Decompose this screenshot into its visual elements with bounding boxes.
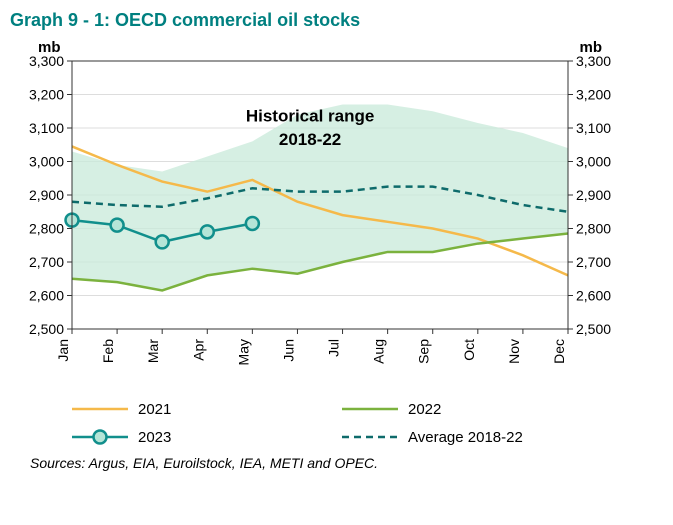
svg-text:Mar: Mar — [145, 339, 161, 363]
y-axis-label-left: mb — [38, 39, 61, 56]
chart-svg: 2,500 2,500 2,600 2,600 2,700 2,700 2,800 2,800… — [10, 39, 630, 389]
svg-text:Apr: Apr — [190, 339, 206, 361]
svg-text:2,900: 2,900 — [29, 187, 64, 203]
legend-item-avg: Average 2018-22 — [340, 423, 610, 451]
chart-area: mb mb 2,500 2,500 2,600 2,600 2,700 2,700 2,80… — [10, 39, 630, 389]
legend-item-2023: 2023 — [70, 423, 340, 451]
legend-swatch-2022 — [340, 397, 400, 421]
svg-text:2,500: 2,500 — [29, 321, 64, 337]
svg-text:2,700: 2,700 — [29, 254, 64, 270]
legend-swatch-2023 — [70, 425, 130, 449]
chart-title: Graph 9 - 1: OECD commercial oil stocks — [10, 10, 663, 31]
svg-text:2,600: 2,600 — [29, 288, 64, 304]
legend-item-2022: 2022 — [340, 395, 610, 423]
sources-text: Sources: Argus, EIA, Euroilstock, IEA, M… — [30, 455, 663, 471]
svg-text:3,000: 3,000 — [576, 154, 611, 170]
svg-text:Feb: Feb — [100, 339, 116, 363]
svg-text:3,200: 3,200 — [576, 87, 611, 103]
svg-text:2,600: 2,600 — [576, 288, 611, 304]
svg-text:3,000: 3,000 — [29, 154, 64, 170]
legend-item-2021: 2021 — [70, 395, 340, 423]
svg-text:Aug: Aug — [371, 339, 387, 364]
svg-text:3,100: 3,100 — [29, 120, 64, 136]
svg-text:2,500: 2,500 — [576, 321, 611, 337]
svg-text:2,800: 2,800 — [576, 221, 611, 237]
svg-text:3,200: 3,200 — [29, 87, 64, 103]
svg-text:2,900: 2,900 — [576, 187, 611, 203]
y-axis-label-right: mb — [580, 39, 603, 56]
svg-text:Sep: Sep — [416, 339, 432, 364]
svg-text:2018-22: 2018-22 — [279, 130, 341, 149]
svg-text:Jul: Jul — [326, 339, 342, 357]
svg-text:Oct: Oct — [461, 339, 477, 361]
legend-label-2021: 2021 — [138, 401, 171, 418]
svg-text:Historical range: Historical range — [246, 106, 375, 125]
svg-text:2,700: 2,700 — [576, 254, 611, 270]
legend-swatch-2021 — [70, 397, 130, 421]
svg-text:Nov: Nov — [506, 339, 522, 364]
legend-label-2022: 2022 — [408, 401, 441, 418]
svg-text:Jun: Jun — [280, 339, 296, 362]
svg-text:May: May — [235, 339, 251, 365]
svg-text:2,800: 2,800 — [29, 221, 64, 237]
svg-text:Dec: Dec — [551, 339, 567, 364]
svg-text:3,100: 3,100 — [576, 120, 611, 136]
legend-swatch-avg — [340, 425, 400, 449]
svg-text:Jan: Jan — [55, 339, 71, 362]
legend: 2021 2022 2023 Average 2018-22 — [70, 395, 630, 451]
legend-label-2023: 2023 — [138, 429, 171, 446]
legend-label-avg: Average 2018-22 — [408, 429, 523, 446]
